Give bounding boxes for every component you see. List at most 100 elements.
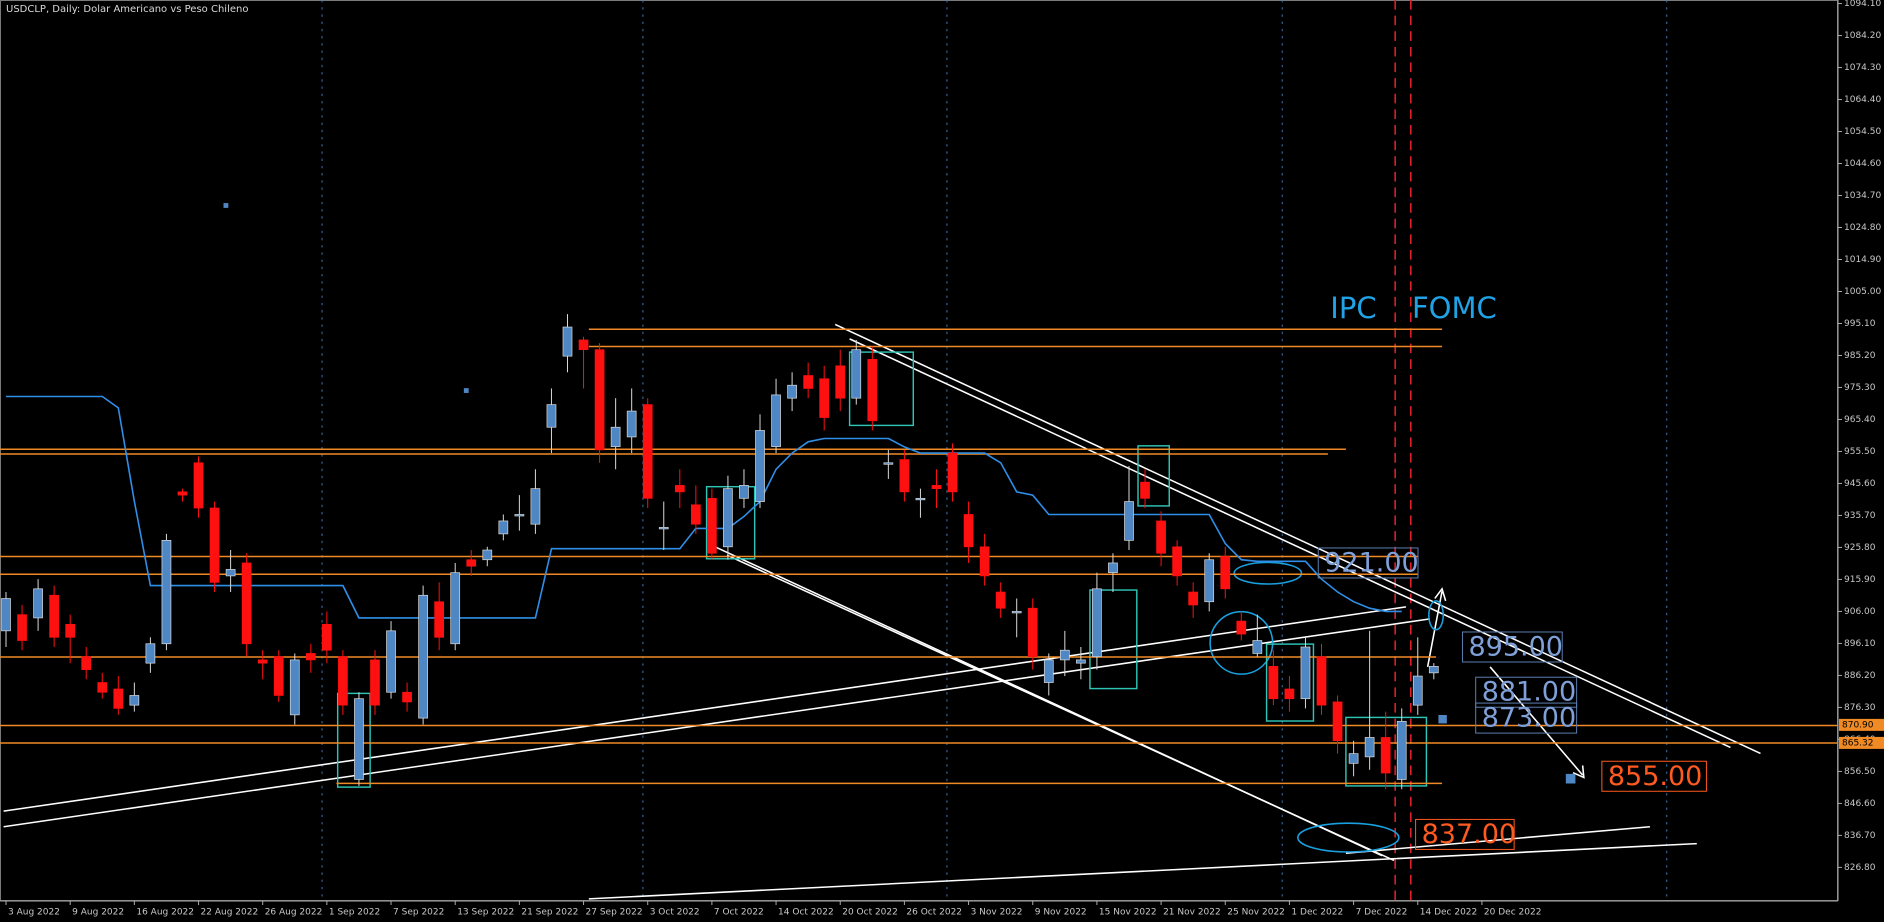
candle-body bbox=[1140, 481, 1150, 499]
candle-body bbox=[546, 404, 557, 428]
arrow-head bbox=[1434, 587, 1447, 602]
price-tag bbox=[1839, 718, 1884, 731]
candle-body bbox=[49, 594, 59, 638]
candle-body bbox=[305, 653, 316, 661]
event-label: IPC bbox=[1330, 291, 1376, 325]
y-tick-label: 856.50 bbox=[1844, 767, 1876, 777]
target-label: 921.00 bbox=[1324, 547, 1418, 578]
x-tick-label: 9 Nov 2022 bbox=[1035, 908, 1087, 918]
y-tick-label: 955.50 bbox=[1844, 447, 1876, 457]
event-label: FOMC bbox=[1412, 291, 1497, 325]
candle-body bbox=[723, 488, 733, 548]
candle-body bbox=[883, 462, 894, 465]
y-tick-label: 945.60 bbox=[1844, 479, 1876, 489]
candle-body bbox=[209, 507, 220, 583]
price-tag-label: 865.32 bbox=[1842, 738, 1874, 748]
y-tick-label: 836.70 bbox=[1844, 831, 1876, 841]
target-box bbox=[1415, 818, 1515, 850]
marker bbox=[1565, 773, 1576, 784]
y-tick-label: 925.80 bbox=[1844, 543, 1876, 553]
x-tick-label: 3 Oct 2022 bbox=[650, 908, 700, 918]
candle-body bbox=[1156, 520, 1166, 554]
candle-body bbox=[658, 527, 669, 530]
target-box bbox=[1601, 760, 1707, 792]
candle-body bbox=[402, 691, 412, 703]
candle-body bbox=[610, 426, 621, 447]
y-tick-label: 965.40 bbox=[1844, 415, 1876, 425]
candle-body bbox=[17, 614, 27, 641]
candle-body bbox=[851, 349, 862, 399]
x-tick-label: 21 Sep 2022 bbox=[521, 908, 578, 918]
candle-body bbox=[241, 562, 252, 645]
target-label: 873.00 bbox=[1482, 703, 1576, 734]
marker bbox=[463, 388, 469, 393]
candle-body bbox=[1284, 688, 1295, 700]
candle-body bbox=[915, 497, 926, 501]
kijun-line bbox=[6, 395, 1402, 619]
candle-body bbox=[578, 339, 589, 351]
candle-body bbox=[81, 656, 92, 670]
ellipse bbox=[1428, 600, 1445, 631]
candle-body bbox=[113, 688, 124, 709]
candle-body bbox=[161, 539, 172, 645]
candle-body bbox=[707, 497, 717, 554]
candle-body bbox=[1364, 737, 1375, 758]
candle-body bbox=[819, 378, 830, 418]
candle-body bbox=[97, 682, 108, 693]
candle-body bbox=[1027, 607, 1038, 658]
candle-body bbox=[931, 485, 942, 489]
y-tick-label: 985.20 bbox=[1844, 351, 1876, 361]
candle-body bbox=[979, 546, 990, 577]
target-box bbox=[1475, 702, 1578, 734]
candle-body bbox=[466, 559, 477, 567]
x-tick-label: 22 Aug 2022 bbox=[201, 908, 259, 918]
candle-body bbox=[1412, 675, 1423, 706]
candle-body bbox=[899, 459, 910, 493]
trend-line bbox=[1345, 825, 1651, 854]
candle-body bbox=[594, 349, 605, 451]
target-box bbox=[1475, 676, 1578, 708]
y-tick-label: 915.90 bbox=[1844, 575, 1876, 585]
trend-line bbox=[3, 618, 1431, 828]
ellipse bbox=[1233, 561, 1303, 585]
y-tick-label: 1044.60 bbox=[1844, 159, 1881, 169]
x-tick-label: 3 Aug 2022 bbox=[8, 908, 60, 918]
event-lines bbox=[1394, 0, 1412, 901]
candle-body bbox=[690, 504, 701, 525]
candle-body bbox=[354, 698, 364, 780]
candle-body bbox=[498, 520, 509, 535]
candle-body bbox=[289, 659, 300, 716]
candle-body bbox=[418, 594, 428, 719]
candle-body bbox=[1059, 649, 1070, 661]
x-tick-label: 7 Sep 2022 bbox=[393, 908, 444, 918]
y-tick-label: 1054.50 bbox=[1844, 127, 1881, 137]
candle-body bbox=[193, 462, 204, 509]
candle-body bbox=[626, 410, 637, 438]
x-tick-label: 7 Dec 2022 bbox=[1356, 908, 1408, 918]
x-tick-label: 9 Aug 2022 bbox=[72, 908, 124, 918]
candle-body bbox=[674, 485, 685, 493]
target-label: 895.00 bbox=[1468, 631, 1562, 662]
candle-body bbox=[755, 430, 765, 502]
box bbox=[336, 692, 371, 788]
x-tick-label: 25 Nov 2022 bbox=[1227, 908, 1285, 918]
candle-body bbox=[177, 491, 188, 496]
target-box bbox=[1461, 631, 1563, 663]
x-tick-label: 1 Sep 2022 bbox=[329, 908, 380, 918]
y-tick-label: 995.10 bbox=[1844, 319, 1876, 329]
y-tick-label: 1064.40 bbox=[1844, 95, 1881, 105]
drawings bbox=[3, 0, 1761, 901]
candle-body bbox=[1092, 588, 1102, 658]
candle-body bbox=[1, 598, 11, 632]
candle-body bbox=[803, 375, 813, 389]
candle-body bbox=[322, 624, 332, 651]
candle-body bbox=[129, 695, 140, 706]
markers bbox=[223, 203, 1576, 784]
candle-body bbox=[1108, 562, 1118, 574]
marker bbox=[1438, 715, 1447, 724]
trend-line bbox=[3, 606, 1407, 812]
candle-body bbox=[1300, 646, 1311, 700]
